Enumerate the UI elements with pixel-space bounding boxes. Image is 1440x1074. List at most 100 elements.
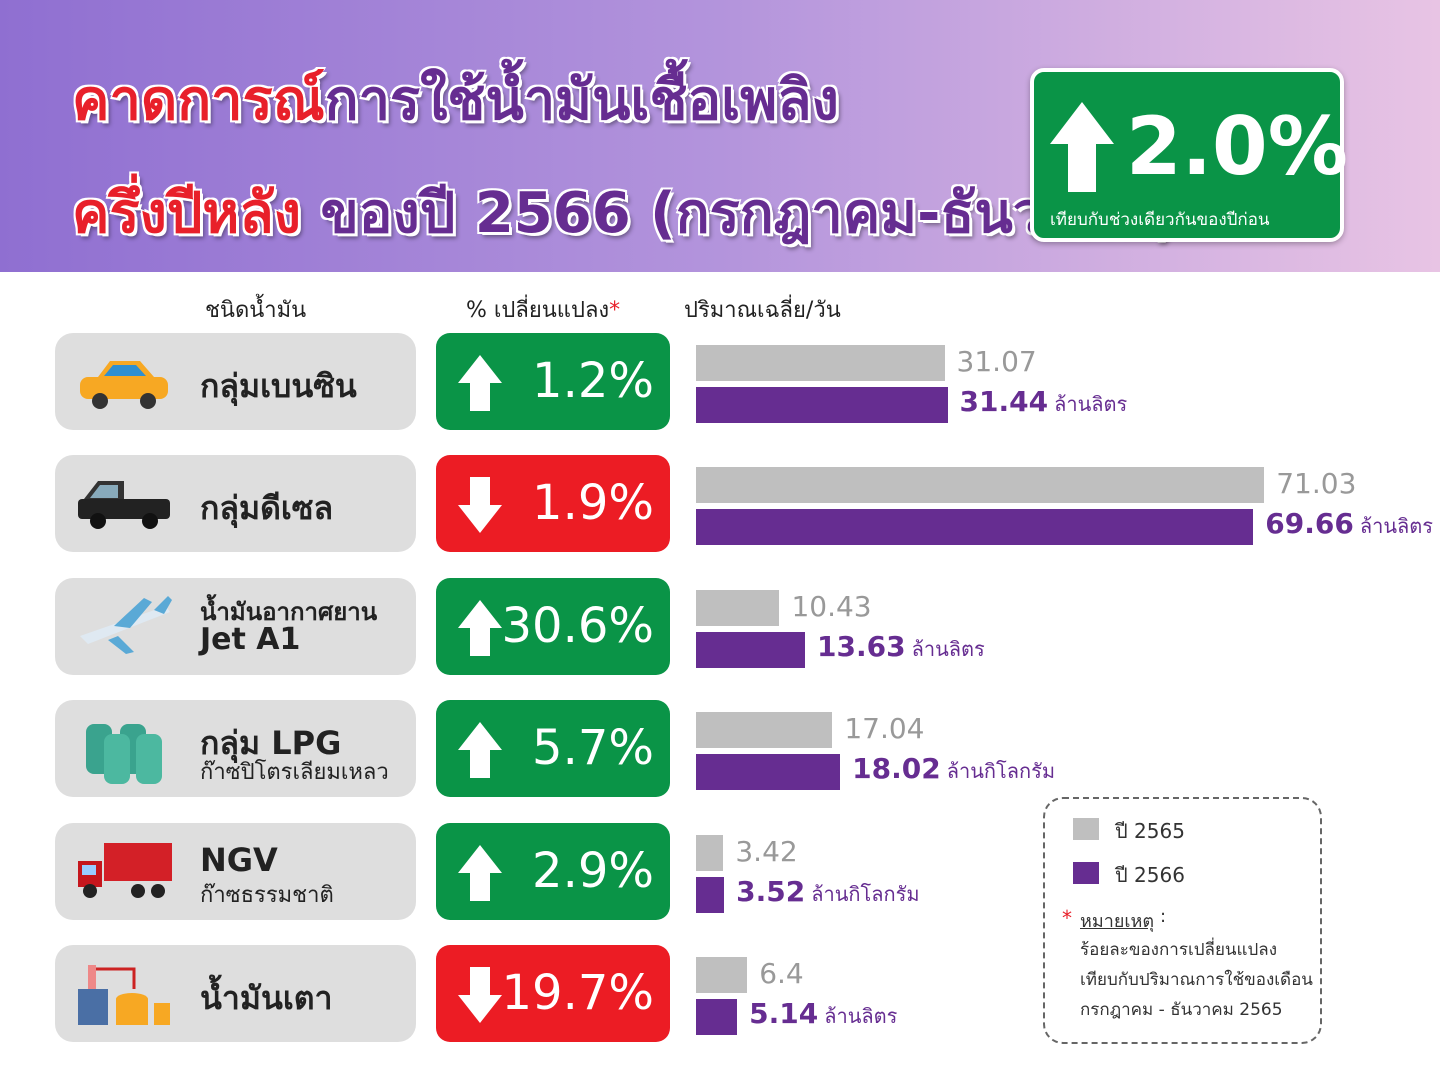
fuel-icon bbox=[74, 714, 178, 785]
value-2566: 13.63 bbox=[817, 629, 906, 663]
value-2566-group: 18.02 ล้านกิโลกรัม bbox=[852, 752, 1055, 787]
value-2565: 6.4 bbox=[759, 957, 804, 990]
legend-swatch bbox=[1073, 862, 1099, 884]
title-rest: การใช้น้ำมันเชื้อเพลิง bbox=[324, 68, 839, 133]
change-arrow bbox=[458, 355, 502, 411]
value-2566-group: 69.66 ล้านลิตร bbox=[1265, 507, 1433, 542]
note-line: กรกฎาคม - ธันวาคม 2565 bbox=[1080, 1000, 1283, 1020]
asterisk: * bbox=[609, 298, 621, 323]
column-header: ปริมาณเฉลี่ย/วัน bbox=[684, 298, 841, 323]
subtitle: ครึ่งปีหลัง ของปี 2566 (กรกฎาคม-ธันวาคม) bbox=[72, 168, 1176, 257]
legend-swatch bbox=[1073, 818, 1099, 840]
title-highlight: คาดการณ์ bbox=[72, 68, 325, 133]
bar-2566 bbox=[696, 999, 738, 1035]
value-2566: 3.52 bbox=[736, 874, 806, 908]
value-2565: 17.04 bbox=[844, 712, 925, 746]
change-value: 30.6% bbox=[501, 597, 654, 654]
value-2566: 69.66 bbox=[1265, 507, 1354, 541]
subtitle-highlight: ครึ่งปีหลัง bbox=[72, 181, 302, 246]
fuel-subname: ก๊าซปิโตรเลียมเหลว bbox=[200, 760, 389, 786]
value-2565: 31.07 bbox=[956, 345, 1037, 378]
value-2565: 10.43 bbox=[791, 589, 872, 623]
bar-2565 bbox=[696, 345, 945, 381]
unit: ล้านลิตร bbox=[1359, 514, 1433, 539]
fuel-subname: ก๊าซธรรมชาติ bbox=[200, 882, 334, 908]
column-header: ชนิดน้ำมัน bbox=[205, 298, 307, 323]
title: คาดการณ์การใช้น้ำมันเชื้อเพลิง bbox=[72, 55, 839, 144]
fuel-name: NGV bbox=[200, 840, 278, 879]
badge-value: 2.0% bbox=[1126, 100, 1348, 193]
note-line: เทียบกับปริมาณการใช้ของเดือน bbox=[1080, 970, 1313, 990]
fuel-name: น้ำมันอากาศยาน bbox=[200, 597, 378, 626]
note-mark: * bbox=[1062, 906, 1072, 930]
note-line: ร้อยละของการเปลี่ยนแปลง bbox=[1080, 940, 1278, 960]
value-2566: 5.14 bbox=[749, 997, 819, 1030]
change-arrow bbox=[458, 722, 502, 779]
icon bbox=[78, 842, 172, 898]
value-2565: 71.03 bbox=[1276, 467, 1357, 501]
change-box: 5.7% bbox=[436, 700, 670, 798]
fuel-name: กลุ่มเบนซิน bbox=[200, 367, 357, 405]
icon bbox=[86, 724, 162, 785]
badge-note: เทียบกับช่วงเดียวกันของปีก่อน bbox=[1050, 210, 1270, 230]
change-box: 1.9% bbox=[436, 455, 670, 553]
value-2566-group: 3.52 ล้านกิโลกรัม bbox=[736, 875, 919, 910]
icon bbox=[78, 965, 170, 1025]
value-2565: 3.42 bbox=[735, 834, 798, 868]
legend-box bbox=[1043, 797, 1322, 1044]
bar-2566 bbox=[696, 876, 725, 913]
badge-arrow bbox=[1050, 102, 1114, 192]
bar-2566 bbox=[696, 754, 841, 791]
change-value: 19.7% bbox=[501, 965, 654, 1021]
icon bbox=[78, 481, 170, 530]
column-header: % เปลี่ยนแปลง* bbox=[466, 292, 620, 327]
bar-2566 bbox=[696, 631, 806, 668]
fuel-icon bbox=[74, 837, 178, 907]
unit: ล้านลิตร bbox=[911, 636, 985, 661]
fuel-box bbox=[55, 945, 416, 1042]
legend-label: ปี 2566 bbox=[1115, 863, 1185, 887]
bar-2566 bbox=[696, 509, 1254, 546]
legend-label: ปี 2565 bbox=[1115, 819, 1185, 843]
column-header-text: % เปลี่ยนแปลง bbox=[466, 298, 610, 323]
change-arrow bbox=[458, 844, 502, 901]
change-arrow bbox=[458, 599, 502, 656]
change-box: 2.9% bbox=[436, 822, 670, 920]
change-value: 1.2% bbox=[532, 353, 654, 409]
fuel-name: น้ำมันเตา bbox=[200, 979, 333, 1017]
value-2566-group: 13.63 ล้านลิตร bbox=[817, 630, 985, 665]
icon bbox=[80, 361, 168, 409]
note-title: หมายเหตุ bbox=[1080, 911, 1155, 932]
change-arrow bbox=[458, 477, 502, 534]
bar-2565 bbox=[696, 467, 1265, 504]
summary-badge: 2.0% เทียบกับช่วงเดียวกันของปีก่อน bbox=[1030, 68, 1348, 242]
value-2566-group: 31.44 ล้านลิตร bbox=[960, 385, 1128, 420]
unit: ล้านกิโลกรัม bbox=[811, 881, 920, 906]
change-value: 1.9% bbox=[532, 475, 654, 532]
note-colon: : bbox=[1160, 906, 1167, 927]
change-value: 5.7% bbox=[532, 720, 654, 777]
change-box: 30.6% bbox=[436, 577, 670, 675]
value-2566-group: 5.14 ล้านลิตร bbox=[749, 997, 897, 1032]
change-value: 2.9% bbox=[532, 842, 654, 899]
change-box: 1.2% bbox=[436, 333, 670, 430]
bar-2565 bbox=[696, 712, 833, 749]
fuel-name: กลุ่ม LPG bbox=[200, 724, 342, 763]
bar-2565 bbox=[696, 834, 724, 871]
fuel-subname: Jet A1 bbox=[200, 621, 301, 657]
value-2566: 18.02 bbox=[852, 752, 941, 786]
fuel-icon bbox=[74, 959, 178, 1029]
bar-2565 bbox=[696, 589, 780, 626]
fuel-name: กลุ่มดีเซล bbox=[200, 489, 334, 528]
fuel-icon bbox=[74, 347, 178, 417]
change-box: 19.7% bbox=[436, 945, 670, 1042]
bar-2566 bbox=[696, 387, 948, 423]
fuel-icon bbox=[74, 469, 178, 539]
icon bbox=[80, 595, 172, 654]
unit: ล้านลิตร bbox=[1054, 392, 1128, 416]
bar-2565 bbox=[696, 957, 748, 993]
change-arrow bbox=[458, 967, 502, 1023]
unit: ล้านกิโลกรัม bbox=[946, 759, 1056, 784]
fuel-icon bbox=[74, 592, 178, 662]
